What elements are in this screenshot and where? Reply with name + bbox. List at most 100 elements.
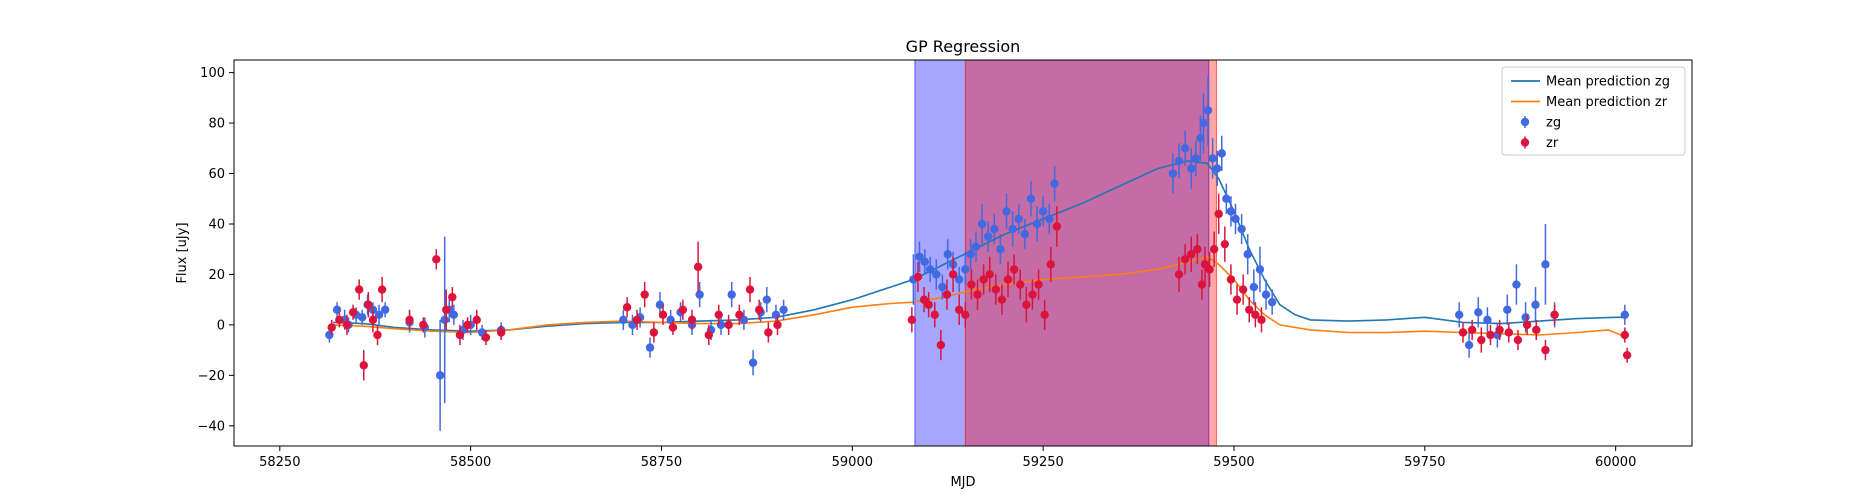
data-point: [1187, 164, 1196, 173]
data-point: [1034, 280, 1043, 289]
chart-title: GP Regression: [906, 37, 1021, 56]
data-point: [1180, 255, 1190, 264]
data-point: [693, 262, 703, 272]
series-line-1: [333, 255, 1628, 339]
plot-frame: [233, 59, 1693, 447]
data-point: [913, 272, 923, 282]
data-point: [1026, 194, 1036, 203]
data-point: [695, 290, 704, 299]
data-point: [448, 292, 457, 302]
data-point: [678, 305, 688, 314]
data-point: [748, 358, 758, 367]
data-point: [954, 275, 964, 284]
data-point: [966, 250, 975, 259]
data-point: [996, 245, 1005, 254]
data-point: [714, 310, 723, 320]
data-point: [1045, 214, 1054, 224]
data-point: [1168, 169, 1178, 178]
shaded-region-1: [914, 59, 1210, 447]
x-tick-label: 59250: [1022, 455, 1063, 470]
y-tick-label: 20: [208, 268, 225, 283]
data-point: [1495, 325, 1504, 335]
data-point: [762, 295, 772, 304]
data-point: [1454, 310, 1464, 320]
data-point: [1532, 325, 1541, 335]
data-point: [419, 320, 428, 330]
data-point: [658, 310, 668, 320]
data-point: [455, 330, 465, 340]
data-point: [1191, 154, 1201, 163]
data-point: [1474, 308, 1483, 317]
data-point: [920, 257, 930, 267]
data-point: [332, 305, 342, 314]
data-point: [1050, 179, 1059, 188]
data-point: [1199, 118, 1208, 128]
x-tick-label: 60000: [1595, 455, 1636, 470]
data-point: [773, 320, 782, 330]
data-point: [435, 371, 445, 380]
data-point: [1232, 295, 1242, 304]
data-point: [655, 300, 665, 309]
x-tick-label: 58750: [641, 455, 682, 470]
data-point: [1028, 290, 1037, 299]
data-point: [368, 315, 378, 325]
x-tick-label: 59750: [1404, 455, 1445, 470]
legend: Mean prediction zg Mean prediction zr zg zr: [1501, 66, 1686, 156]
data-point: [1261, 290, 1271, 299]
y-tick-label: −40: [198, 419, 225, 434]
data-point: [771, 310, 781, 320]
data-point: [632, 315, 642, 325]
data-point: [954, 305, 964, 314]
data-point: [727, 290, 736, 299]
data-point: [364, 300, 373, 309]
data-point: [348, 308, 358, 317]
y-tick-label: −20: [198, 369, 225, 384]
data-point: [405, 315, 414, 325]
data-point: [1483, 315, 1492, 325]
data-point: [948, 270, 958, 279]
data-point: [724, 320, 733, 330]
data-point: [472, 315, 481, 325]
data-point: [1014, 214, 1023, 224]
data-point: [1222, 194, 1231, 203]
data-point: [687, 315, 697, 325]
data-point: [358, 313, 367, 322]
data-point: [373, 330, 382, 340]
data-point: [1002, 207, 1011, 216]
data-point: [1255, 265, 1265, 274]
data-point: [1032, 219, 1042, 229]
data-point: [925, 265, 935, 274]
data-point: [440, 315, 449, 325]
series-points-3: [327, 193, 1632, 381]
data-point: [342, 320, 352, 330]
data-point: [1243, 250, 1252, 259]
data-point: [961, 265, 970, 274]
data-point: [1220, 239, 1230, 249]
data-point: [335, 315, 344, 325]
data-point: [1550, 310, 1559, 320]
data-point: [1209, 245, 1219, 254]
data-point: [764, 328, 773, 337]
data-point: [991, 285, 1001, 294]
data-point: [1214, 209, 1223, 219]
data-point: [745, 285, 755, 294]
data-point: [1467, 325, 1477, 335]
legend-label: zg: [1546, 116, 1561, 131]
data-point: [1196, 134, 1205, 143]
data-point: [779, 305, 788, 314]
y-tick-label: 0: [217, 318, 225, 333]
data-point: [1541, 260, 1550, 269]
data-point: [990, 224, 999, 234]
data-point: [1267, 297, 1277, 307]
data-point: [1521, 313, 1530, 322]
data-point: [1187, 250, 1196, 259]
data-point: [640, 290, 649, 299]
shaded-regions: [914, 59, 1217, 447]
data-point: [496, 328, 506, 337]
data-point: [1180, 144, 1190, 153]
data-point: [481, 333, 491, 342]
data-point: [449, 310, 459, 320]
data-point: [1193, 245, 1202, 254]
data-point: [754, 305, 764, 314]
